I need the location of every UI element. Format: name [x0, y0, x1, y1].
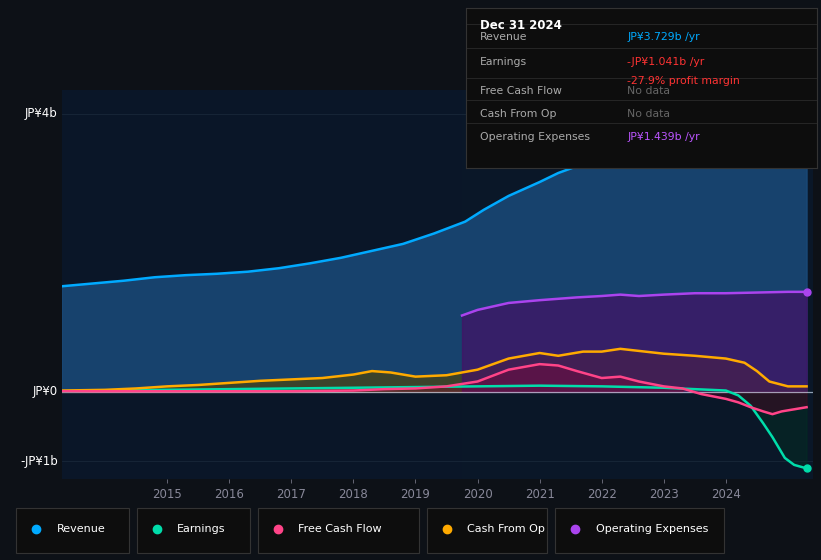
Text: Earnings: Earnings	[177, 524, 226, 534]
Text: -27.9% profit margin: -27.9% profit margin	[627, 76, 740, 86]
Text: Operating Expenses: Operating Expenses	[595, 524, 708, 534]
Text: Cash From Op: Cash From Op	[467, 524, 544, 534]
Text: No data: No data	[627, 86, 670, 96]
Bar	[462, 90, 813, 479]
Text: No data: No data	[627, 109, 670, 119]
Text: Cash From Op: Cash From Op	[479, 109, 556, 119]
FancyBboxPatch shape	[427, 508, 548, 553]
Text: Revenue: Revenue	[479, 32, 527, 42]
Text: Earnings: Earnings	[479, 57, 527, 67]
Text: -JP¥1b: -JP¥1b	[20, 455, 57, 468]
Text: JP¥1.439b /yr: JP¥1.439b /yr	[627, 132, 699, 142]
Text: JP¥0: JP¥0	[33, 385, 57, 398]
FancyBboxPatch shape	[16, 508, 129, 553]
FancyBboxPatch shape	[555, 508, 724, 553]
Text: Operating Expenses: Operating Expenses	[479, 132, 589, 142]
Text: Dec 31 2024: Dec 31 2024	[479, 19, 562, 32]
Text: JP¥3.729b /yr: JP¥3.729b /yr	[627, 32, 699, 42]
Text: -JP¥1.041b /yr: -JP¥1.041b /yr	[627, 57, 704, 67]
Text: Revenue: Revenue	[57, 524, 105, 534]
FancyBboxPatch shape	[258, 508, 419, 553]
Text: Free Cash Flow: Free Cash Flow	[479, 86, 562, 96]
FancyBboxPatch shape	[137, 508, 250, 553]
Text: Free Cash Flow: Free Cash Flow	[298, 524, 382, 534]
Text: JP¥4b: JP¥4b	[25, 108, 57, 120]
